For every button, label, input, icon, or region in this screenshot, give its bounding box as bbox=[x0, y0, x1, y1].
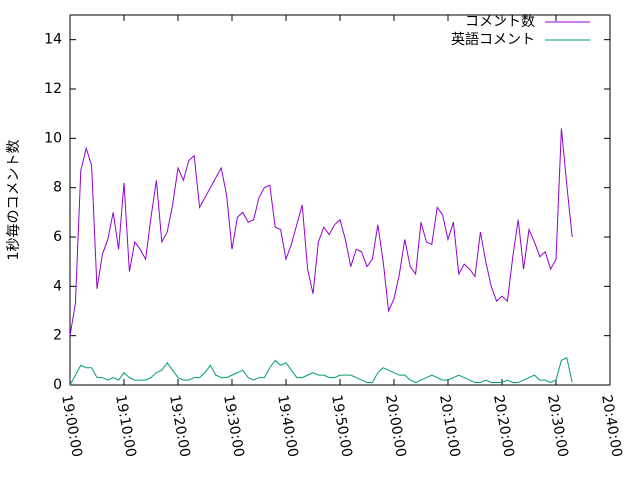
y-tick-label: 8 bbox=[53, 180, 62, 196]
legend-label: 英語コメント bbox=[451, 31, 535, 48]
x-tick-label: 20:40:00 bbox=[598, 394, 625, 459]
x-tick-label: 19:00:00 bbox=[58, 394, 85, 459]
x-tick-label: 19:50:00 bbox=[328, 394, 355, 459]
y-tick-label: 14 bbox=[44, 32, 62, 48]
x-tick-label: 20:10:00 bbox=[436, 394, 463, 459]
x-tick-label: 19:10:00 bbox=[112, 394, 139, 459]
x-tick-label: 20:20:00 bbox=[490, 394, 517, 459]
x-tick-label: 19:40:00 bbox=[274, 394, 301, 459]
y-tick-label: 0 bbox=[53, 377, 62, 393]
x-tick-label: 20:30:00 bbox=[544, 394, 571, 459]
x-tick-label: 19:20:00 bbox=[166, 394, 193, 459]
y-tick-label: 4 bbox=[53, 278, 62, 294]
legend-label: コメント数 bbox=[465, 14, 535, 30]
y-tick-label: 2 bbox=[53, 328, 62, 344]
series-line bbox=[69, 128, 573, 336]
y-tick-label: 12 bbox=[44, 81, 62, 97]
y-tick-label: 10 bbox=[44, 130, 62, 146]
y-tick-label: 6 bbox=[53, 229, 62, 245]
x-tick-label: 20:00:00 bbox=[382, 394, 409, 459]
y-axis-label: 1秒毎のコメント数 bbox=[6, 140, 22, 261]
series-line bbox=[69, 357, 573, 386]
plot-frame bbox=[69, 14, 611, 386]
x-tick-label: 19:30:00 bbox=[220, 394, 247, 459]
